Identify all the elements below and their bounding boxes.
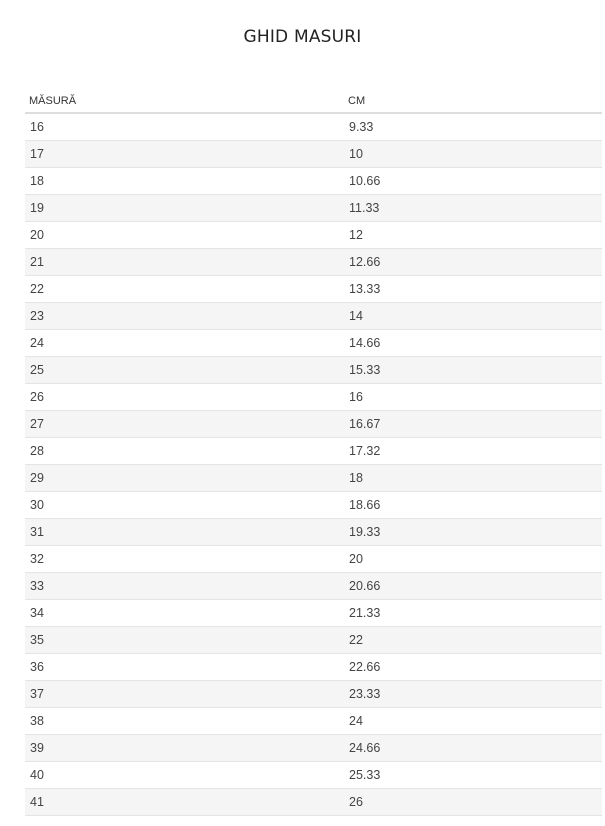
cm-cell: 18.66: [344, 491, 602, 519]
cm-cell: 10.66: [344, 167, 602, 195]
table-row: 17 10: [25, 140, 602, 168]
size-cell: 35: [25, 626, 344, 654]
cm-cell: 14.66: [344, 329, 602, 357]
size-cell: 37: [25, 680, 344, 708]
table-row: 20 12: [25, 221, 602, 249]
size-cell: 16: [25, 113, 344, 141]
table-row: 23 14: [25, 302, 602, 330]
table-row: 26 16: [25, 383, 602, 411]
size-cell: 17: [25, 140, 344, 168]
table-row: 38 24: [25, 707, 602, 735]
size-cell: 41: [25, 788, 344, 816]
size-cell: 40: [25, 761, 344, 789]
size-cell: 19: [25, 194, 344, 222]
header-cm: CM: [344, 90, 602, 114]
cm-cell: 10: [344, 140, 602, 168]
table-row: 27 16.67: [25, 410, 602, 438]
size-guide-table: MĂSURĂ CM 16 9.33 17 10 18 10.66 19 11.33 20 12 21…: [25, 90, 602, 816]
table-row: 16 9.33: [25, 113, 602, 141]
table-row: 19 11.33: [25, 194, 602, 222]
table-row: 22 13.33: [25, 275, 602, 303]
cm-cell: 9.33: [344, 113, 602, 141]
size-cell: 23: [25, 302, 344, 330]
size-cell: 21: [25, 248, 344, 276]
table-row: 21 12.66: [25, 248, 602, 276]
size-cell: 36: [25, 653, 344, 681]
table-row: 34 21.33: [25, 599, 602, 627]
table-header-row: MĂSURĂ CM: [25, 90, 602, 114]
size-cell: 34: [25, 599, 344, 627]
cm-cell: 26: [344, 788, 602, 816]
table-row: 29 18: [25, 464, 602, 492]
cm-cell: 24.66: [344, 734, 602, 762]
table-row: 30 18.66: [25, 491, 602, 519]
cm-cell: 14: [344, 302, 602, 330]
cm-cell: 24: [344, 707, 602, 735]
cm-cell: 23.33: [344, 680, 602, 708]
size-cell: 26: [25, 383, 344, 411]
size-cell: 24: [25, 329, 344, 357]
cm-cell: 21.33: [344, 599, 602, 627]
size-cell: 38: [25, 707, 344, 735]
table-row: 25 15.33: [25, 356, 602, 384]
cm-cell: 16.67: [344, 410, 602, 438]
size-cell: 27: [25, 410, 344, 438]
cm-cell: 19.33: [344, 518, 602, 546]
table-row: 24 14.66: [25, 329, 602, 357]
size-cell: 32: [25, 545, 344, 573]
table-row: 39 24.66: [25, 734, 602, 762]
cm-cell: 17.32: [344, 437, 602, 465]
size-cell: 31: [25, 518, 344, 546]
cm-cell: 20: [344, 545, 602, 573]
size-cell: 30: [25, 491, 344, 519]
size-cell: 22: [25, 275, 344, 303]
cm-cell: 11.33: [344, 194, 602, 222]
table-row: 31 19.33: [25, 518, 602, 546]
cm-cell: 15.33: [344, 356, 602, 384]
size-cell: 18: [25, 167, 344, 195]
cm-cell: 12.66: [344, 248, 602, 276]
table-row: 40 25.33: [25, 761, 602, 789]
table-row: 33 20.66: [25, 572, 602, 600]
cm-cell: 22.66: [344, 653, 602, 681]
cm-cell: 16: [344, 383, 602, 411]
table-row: 35 22: [25, 626, 602, 654]
cm-cell: 25.33: [344, 761, 602, 789]
page-title: GHID MASURI: [243, 27, 362, 47]
table-row: 36 22.66: [25, 653, 602, 681]
table-row: 18 10.66: [25, 167, 602, 195]
size-cell: 39: [25, 734, 344, 762]
size-cell: 29: [25, 464, 344, 492]
size-cell: 20: [25, 221, 344, 249]
table-row: 32 20: [25, 545, 602, 573]
table-row: 41 26: [25, 788, 602, 816]
cm-cell: 22: [344, 626, 602, 654]
cm-cell: 18: [344, 464, 602, 492]
size-cell: 28: [25, 437, 344, 465]
cm-cell: 20.66: [344, 572, 602, 600]
size-cell: 25: [25, 356, 344, 384]
table-row: 28 17.32: [25, 437, 602, 465]
cm-cell: 13.33: [344, 275, 602, 303]
cm-cell: 12: [344, 221, 602, 249]
size-cell: 33: [25, 572, 344, 600]
header-size: MĂSURĂ: [25, 90, 344, 114]
table-row: 37 23.33: [25, 680, 602, 708]
